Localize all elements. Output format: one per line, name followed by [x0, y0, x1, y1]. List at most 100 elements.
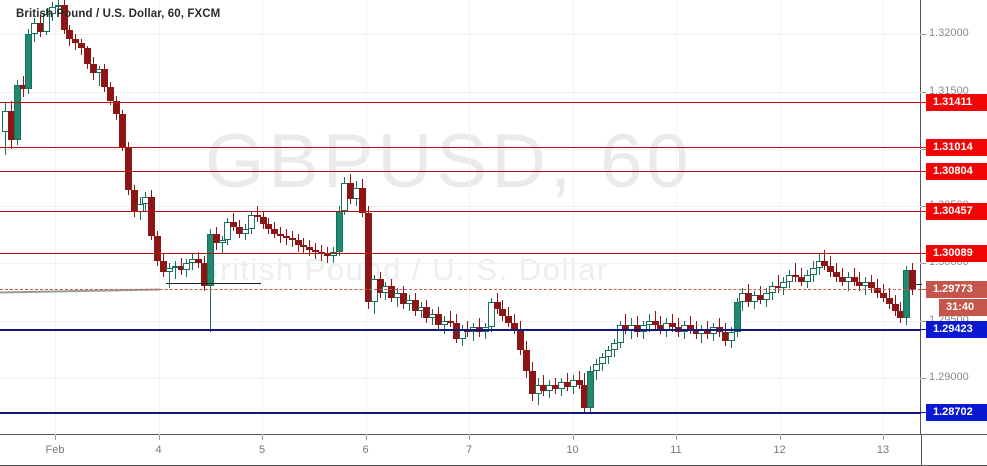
candle-wick — [865, 277, 867, 296]
price-level-label[interactable]: 1.31014 — [920, 139, 987, 157]
price-level-label[interactable]: 1.29773 — [920, 281, 987, 299]
time-axis[interactable]: Feb 4 5 6 7 10 11 12 13 — [0, 435, 987, 466]
chart-plot-area[interactable]: GBPUSD, 60 British Pound / U. S. Dollar — [0, 0, 922, 435]
time-tick — [55, 435, 56, 440]
candle-body — [13, 84, 21, 140]
candlestick — [511, 313, 519, 335]
candle-body — [253, 215, 261, 218]
time-tick — [676, 435, 677, 440]
candlestick — [119, 109, 127, 152]
drawn-trendline-segment[interactable] — [166, 283, 261, 284]
candle-body — [148, 196, 156, 236]
candle-body — [282, 235, 290, 239]
bar-countdown-label: 31:40 — [939, 299, 987, 317]
candlestick — [212, 226, 220, 250]
candlestick — [148, 190, 156, 241]
time-axis-tick-label: 12 — [773, 444, 786, 456]
candle-body — [616, 325, 624, 344]
price-level-label[interactable]: 1.31411 — [920, 93, 987, 111]
candlestick — [850, 267, 858, 287]
price-axis-tick-label: 1.32000 — [929, 27, 969, 40]
candle-body — [300, 244, 308, 248]
candle-wick — [795, 263, 797, 282]
candlestick — [651, 311, 659, 330]
candlestick — [241, 224, 249, 241]
gridline-horizontal — [0, 320, 921, 322]
candlestick — [879, 283, 887, 303]
candle-body — [505, 315, 513, 323]
candle-body — [241, 228, 249, 234]
candle-body — [440, 320, 448, 326]
price-level-label[interactable]: 1.28702 — [920, 403, 987, 421]
candle-wick — [397, 288, 399, 307]
candle-body — [288, 238, 296, 241]
candlestick — [399, 286, 407, 310]
gridline-vertical — [158, 0, 160, 435]
candlestick — [183, 258, 191, 278]
price-label-tick — [920, 171, 926, 173]
candlestick — [206, 228, 214, 332]
candlestick — [78, 38, 86, 55]
candle-body — [224, 222, 232, 241]
candlestick — [499, 299, 507, 321]
candle-body — [66, 29, 74, 39]
gridline-horizontal — [0, 263, 921, 265]
price-level-line-resistance[interactable] — [0, 101, 921, 103]
candlestick — [288, 231, 296, 248]
candle-wick — [701, 325, 703, 344]
candle-body — [335, 210, 343, 252]
candlestick — [265, 217, 273, 234]
candle-body — [885, 297, 893, 305]
candle-body — [593, 364, 601, 371]
candle-wick — [221, 235, 223, 255]
price-level-label[interactable]: 1.30089 — [920, 245, 987, 263]
price-level-label[interactable]: 1.30804 — [920, 163, 987, 181]
candle-body — [762, 293, 770, 300]
gridline-vertical — [883, 0, 884, 435]
candlestick — [587, 366, 595, 415]
price-axis[interactable]: 1.320001.315001.310001.305001.300001.295… — [920, 0, 987, 435]
candle-body — [827, 265, 835, 273]
candle-body — [821, 260, 829, 266]
candle-body — [60, 4, 68, 30]
gridline-vertical — [469, 0, 470, 435]
candle-body — [780, 281, 788, 289]
price-tick — [921, 206, 926, 208]
candlestick — [224, 217, 232, 245]
candlestick — [610, 338, 618, 358]
candle-body — [435, 313, 443, 326]
candle-body — [376, 279, 384, 294]
candle-body — [809, 267, 817, 275]
price-level-line-resistance[interactable] — [0, 253, 921, 255]
price-level-line-resistance[interactable] — [0, 147, 921, 149]
candle-body — [686, 325, 694, 330]
candlestick — [247, 210, 255, 234]
candlestick — [300, 238, 308, 255]
time-axis-tick-label: 10 — [566, 444, 579, 456]
price-axis-tick-label: 1.29000 — [929, 370, 969, 383]
price-level-line-current[interactable] — [0, 289, 921, 291]
price-tick — [921, 320, 926, 322]
candle-body — [101, 68, 109, 87]
candle-body — [294, 240, 302, 245]
candlestick — [42, 9, 50, 36]
candlestick — [593, 359, 601, 381]
candlestick — [885, 288, 893, 310]
candle-body — [247, 215, 255, 229]
price-level-line-support[interactable] — [0, 411, 921, 414]
price-label-tick — [920, 210, 926, 212]
candle-body — [792, 274, 800, 277]
price-level-label[interactable]: 1.30457 — [920, 202, 987, 220]
price-level-line-support[interactable] — [0, 329, 921, 332]
crosshair-marker — [916, 284, 922, 285]
candlestick — [124, 141, 132, 195]
candle-body — [364, 212, 372, 303]
price-level-line-resistance[interactable] — [0, 210, 921, 212]
gridline-vertical — [55, 0, 56, 435]
price-label-tick — [920, 101, 926, 103]
price-level-label[interactable]: 1.29423 — [920, 321, 987, 339]
time-tick — [883, 435, 884, 440]
price-level-line-resistance[interactable] — [0, 171, 921, 173]
price-label-tick — [920, 147, 926, 149]
candle-body — [833, 272, 841, 278]
